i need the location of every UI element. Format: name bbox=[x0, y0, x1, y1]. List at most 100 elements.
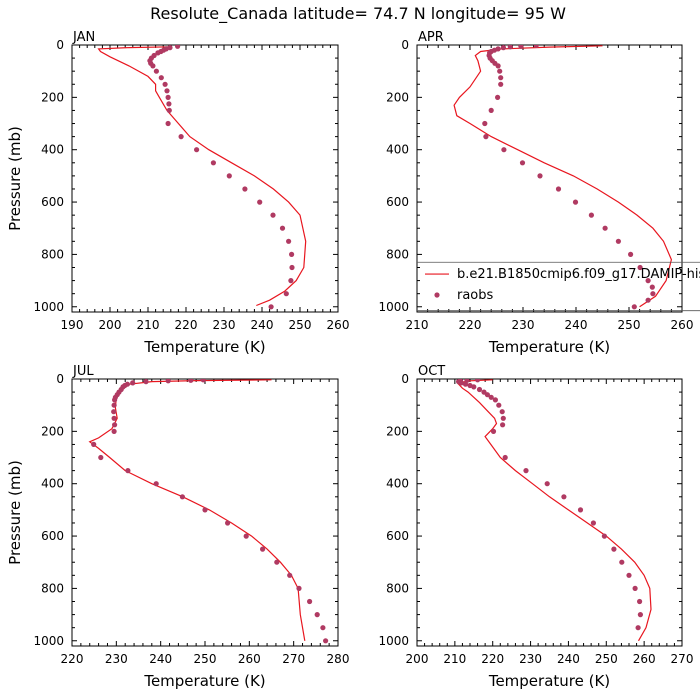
y-axis-label: Pressure (mb) bbox=[6, 460, 24, 565]
x-tick-label: 260 bbox=[238, 652, 261, 666]
raobs-point bbox=[179, 494, 185, 500]
raobs-point bbox=[635, 625, 641, 631]
y-tick-label: 800 bbox=[386, 247, 409, 261]
raobs-point bbox=[645, 278, 651, 284]
raobs-point bbox=[150, 63, 156, 69]
y-tick-label: 0 bbox=[401, 372, 409, 386]
raobs-point bbox=[155, 50, 161, 56]
raobs-point bbox=[165, 379, 171, 384]
raobs-point bbox=[518, 45, 524, 49]
raobs-point bbox=[632, 585, 638, 592]
raobs-point bbox=[602, 225, 608, 231]
x-tick-label: 230 bbox=[512, 318, 535, 332]
x-tick-label: 240 bbox=[565, 318, 588, 332]
raobs-point bbox=[645, 297, 651, 303]
raobs-point bbox=[498, 75, 504, 81]
panel-title: APR bbox=[418, 30, 444, 45]
raobs-point bbox=[257, 199, 263, 205]
raobs-point bbox=[98, 454, 104, 461]
panel-apr: 210 220 230 240 250 260 0 200 400 600 800 1000 Tempe… bbox=[378, 30, 700, 356]
raobs-point bbox=[283, 291, 289, 297]
raobs-point bbox=[490, 428, 497, 434]
y-tick-label: 800 bbox=[386, 581, 409, 595]
raobs-point bbox=[125, 468, 131, 474]
x-tick-label: 260 bbox=[327, 318, 350, 332]
y-tick-label: 600 bbox=[41, 195, 64, 209]
raobs-point bbox=[111, 402, 117, 408]
y-tick-label: 200 bbox=[386, 90, 409, 104]
x-tick-label: 250 bbox=[194, 652, 217, 666]
raobs-point bbox=[649, 284, 655, 290]
plot-area bbox=[456, 379, 652, 642]
raobs-point bbox=[499, 409, 505, 415]
panel-jan: 190 200 210 220 230 240 250 260 0 200 400 600 800 100… bbox=[6, 30, 349, 356]
x-tick-label: 190 bbox=[61, 318, 84, 332]
y-tick-label: 600 bbox=[386, 529, 409, 543]
raobs-point bbox=[270, 212, 276, 218]
x-tick-label: 270 bbox=[282, 652, 305, 666]
raobs-point bbox=[495, 63, 501, 69]
plot-frame bbox=[416, 378, 683, 647]
raobs-point bbox=[555, 186, 562, 192]
raobs-point bbox=[482, 120, 488, 127]
y-tick-label: 400 bbox=[41, 477, 64, 491]
y-tick-label: 200 bbox=[41, 424, 64, 438]
legend: b.e21.B1850cmip6.f09_g17.DAMIP-hist-crao… bbox=[417, 261, 700, 312]
y-tick-label: 0 bbox=[401, 38, 409, 52]
plot-area bbox=[88, 379, 329, 644]
raobs-point bbox=[462, 381, 469, 387]
raobs-point bbox=[498, 81, 504, 87]
raobs-point bbox=[286, 238, 292, 244]
plot-area bbox=[97, 45, 307, 310]
raobs-point bbox=[153, 68, 159, 74]
raobs-point bbox=[243, 533, 249, 539]
x-tick-label: 260 bbox=[671, 318, 694, 332]
y-tick-label: 400 bbox=[386, 477, 409, 491]
raobs-point bbox=[165, 94, 171, 100]
raobs-point bbox=[288, 278, 294, 284]
raobs-point bbox=[296, 585, 302, 592]
y-tick-label: 200 bbox=[386, 424, 409, 438]
y-tick-label: 400 bbox=[386, 143, 409, 157]
y-tick-label: 600 bbox=[386, 195, 409, 209]
raobs-point bbox=[637, 598, 643, 605]
raobs-point bbox=[153, 481, 159, 487]
raobs-point bbox=[507, 45, 513, 50]
raobs-point bbox=[143, 379, 149, 385]
raobs-point bbox=[166, 101, 172, 107]
x-tick-label: 210 bbox=[443, 652, 466, 666]
panel-title: OCT bbox=[418, 364, 445, 379]
raobs-point bbox=[496, 402, 502, 408]
plot-frame bbox=[71, 44, 339, 313]
x-axis-label: Temperature (K) bbox=[143, 338, 265, 356]
raobs-point bbox=[637, 264, 643, 271]
raobs-point bbox=[162, 81, 168, 87]
raobs-point bbox=[561, 494, 567, 500]
raobs-point bbox=[175, 45, 181, 49]
raobs-point bbox=[628, 251, 634, 257]
raobs-point bbox=[519, 160, 526, 166]
y-tick-label: 400 bbox=[41, 143, 64, 157]
raobs-point bbox=[611, 546, 617, 552]
raobs-point bbox=[458, 380, 464, 386]
raobs-point bbox=[242, 186, 248, 192]
y-tick-label: 800 bbox=[41, 581, 64, 595]
raobs-point bbox=[91, 441, 97, 447]
raobs-point bbox=[615, 238, 622, 244]
x-tick-label: 200 bbox=[406, 652, 429, 666]
raobs-point bbox=[165, 120, 171, 127]
raobs-point bbox=[279, 225, 286, 231]
x-tick-label: 270 bbox=[671, 652, 694, 666]
panel-jul: 220 230 240 250 260 270 280 0 200 400 600 800 1000 Te… bbox=[6, 364, 349, 690]
x-axis-label: Temperature (K) bbox=[488, 338, 610, 356]
legend-raobs-swatch bbox=[434, 292, 440, 298]
raobs-point bbox=[202, 507, 208, 513]
panel-title: JUL bbox=[72, 364, 94, 379]
raobs-point bbox=[210, 160, 216, 166]
raobs-point bbox=[500, 422, 506, 428]
y-tick-label: 0 bbox=[56, 372, 64, 386]
raobs-point bbox=[500, 45, 506, 51]
raobs-point bbox=[488, 394, 494, 400]
y-tick-label: 1000 bbox=[378, 300, 409, 314]
panel-oct: 200 210 220 230 240 250 260 270 0 200 400 600 800 100… bbox=[378, 364, 693, 690]
